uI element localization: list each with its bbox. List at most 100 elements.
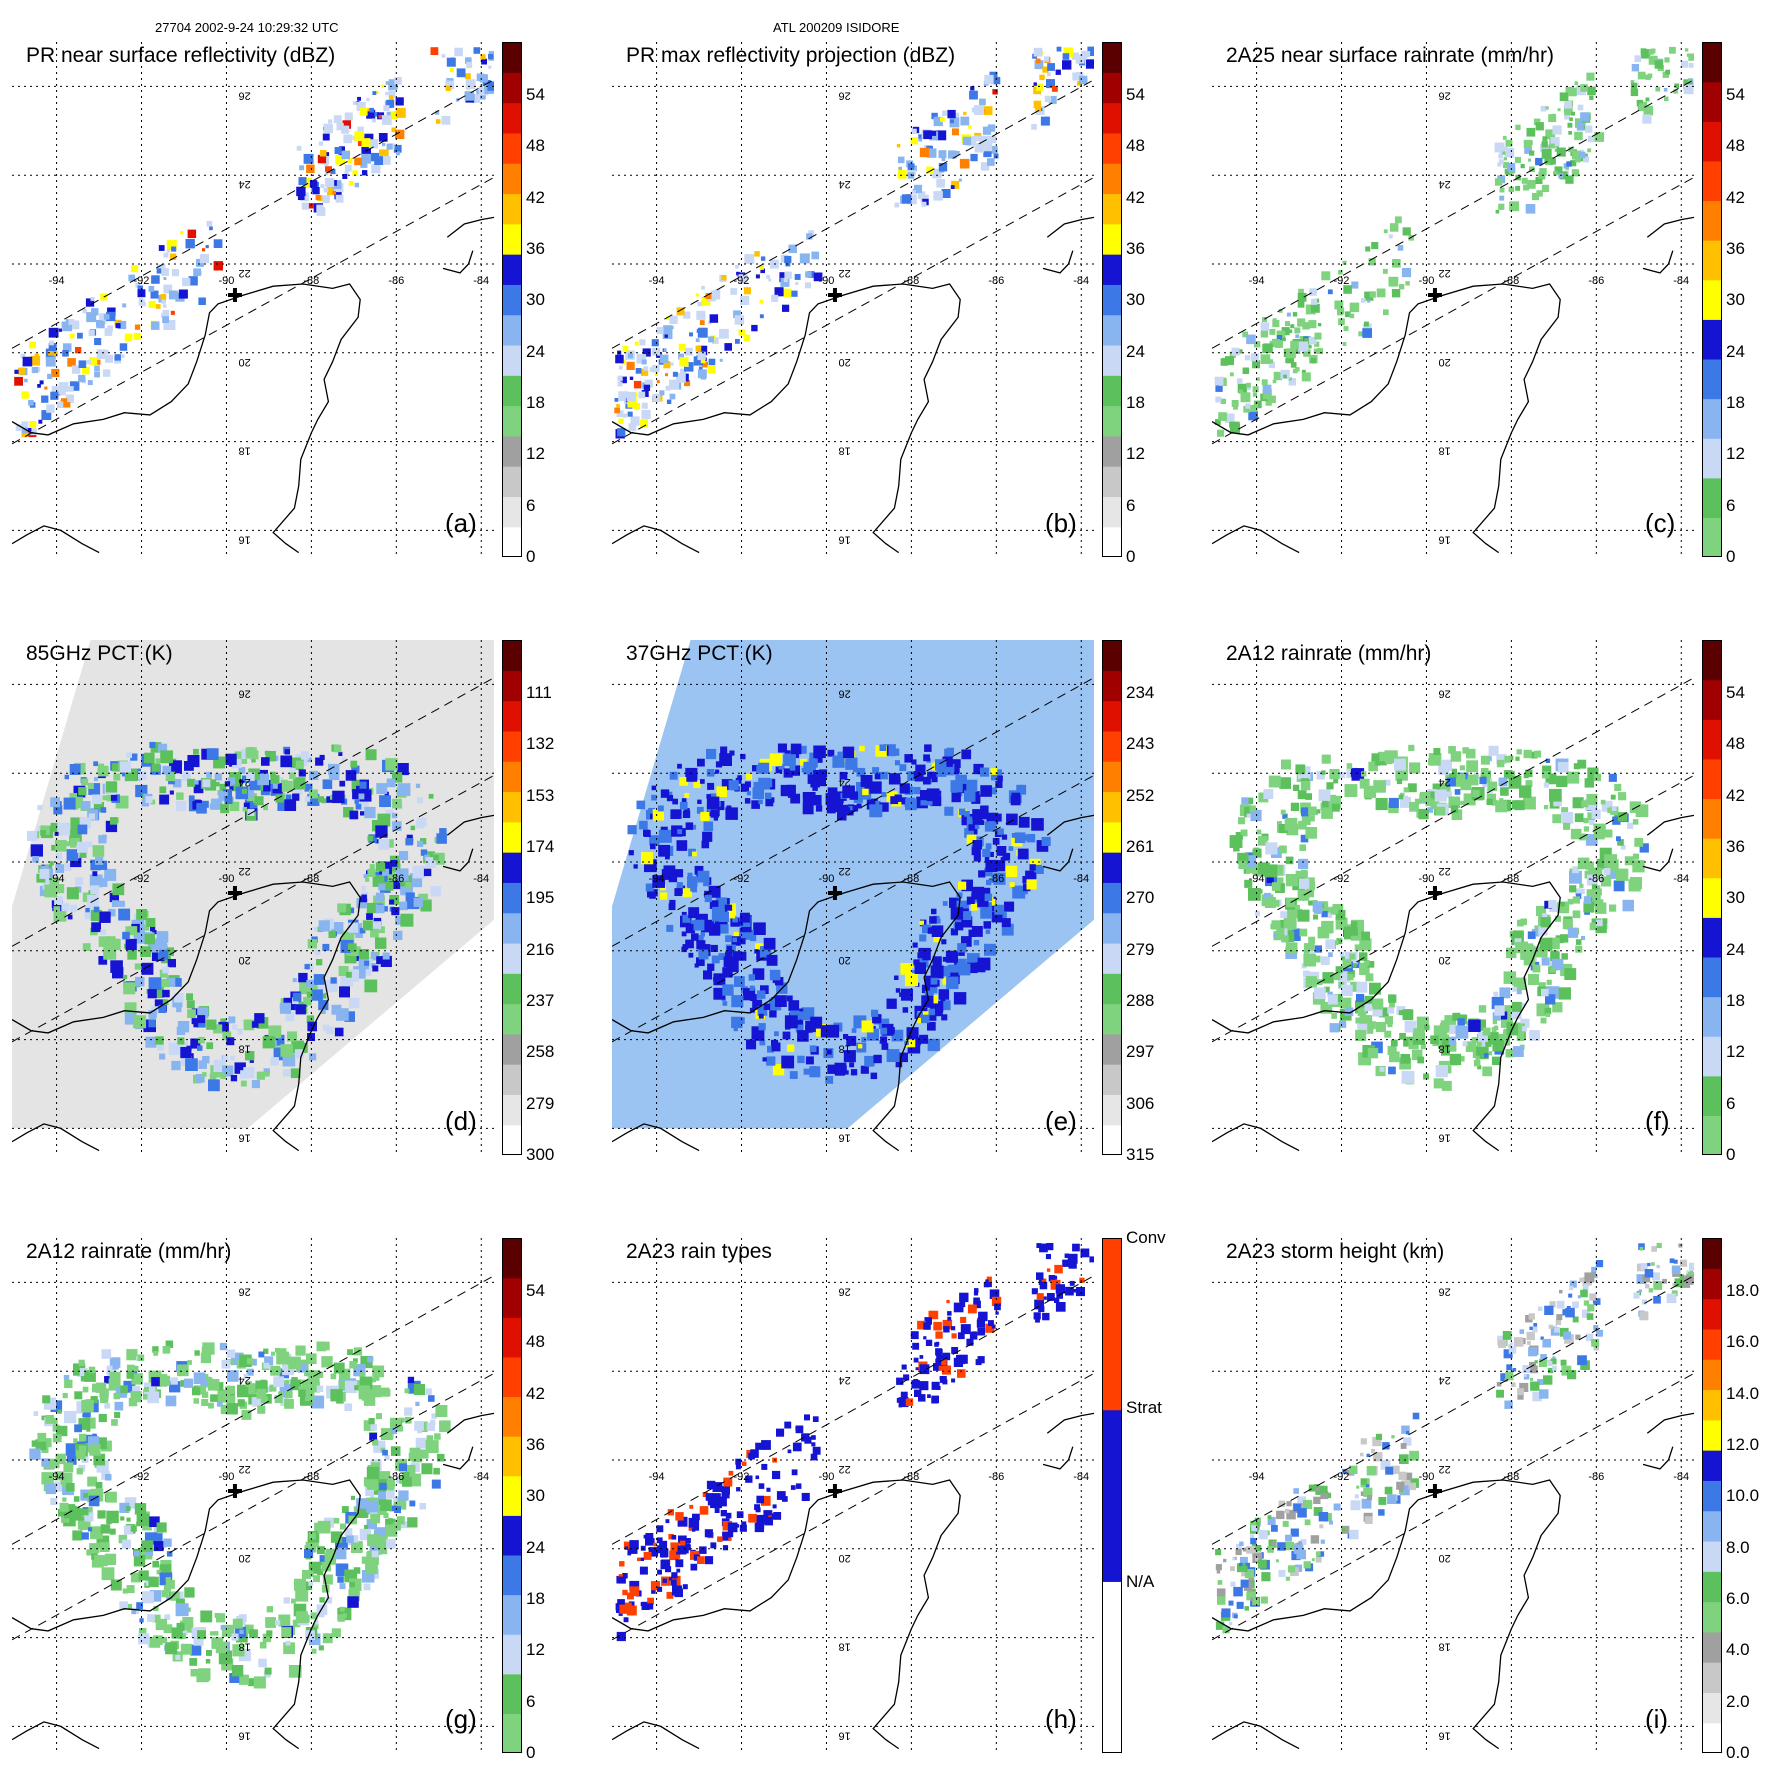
rain-cell: [767, 1045, 774, 1053]
rain-cell: [657, 1569, 662, 1575]
rain-cell: [618, 391, 629, 401]
rain-cell: [1560, 1359, 1567, 1366]
rain-cell: [59, 389, 66, 396]
colorbar-segment: [1102, 42, 1122, 73]
rain-cell: [1534, 750, 1542, 758]
lon-label: -86: [388, 873, 404, 885]
rain-cell: [709, 924, 721, 936]
rain-cell: [1309, 288, 1317, 296]
rain-cell: [1035, 1317, 1040, 1323]
rain-cell: [1072, 1243, 1080, 1252]
lon-label: -86: [1588, 873, 1604, 885]
rain-cell: [1608, 773, 1617, 782]
rain-cell: [914, 962, 927, 974]
rain-cell: [1491, 800, 1498, 806]
rain-cell: [935, 1341, 940, 1346]
rain-cell: [939, 1376, 944, 1380]
rain-cell: [93, 802, 104, 813]
rain-cell: [328, 119, 333, 124]
rain-cell: [1365, 1025, 1374, 1034]
rain-cell: [1552, 125, 1562, 135]
rain-cell: [1579, 888, 1585, 895]
rain-cell: [1056, 46, 1062, 52]
rain-cell: [1522, 945, 1535, 957]
rain-cell: [1568, 131, 1572, 135]
colorbar-tick: 18: [1726, 393, 1745, 413]
rain-cell: [298, 1363, 307, 1373]
rain-cell: [827, 1064, 837, 1074]
rain-cell: [415, 783, 421, 788]
rain-cell: [696, 940, 706, 950]
rain-cell: [140, 946, 151, 957]
rain-cell: [1568, 87, 1577, 97]
colorbar-segment: [1702, 121, 1722, 162]
rain-cell: [360, 811, 365, 816]
rain-cell: [375, 1536, 388, 1549]
rain-cell: [1304, 1519, 1311, 1526]
rain-cell: [303, 996, 312, 1006]
coastline: [1642, 1446, 1674, 1470]
rain-cell: [269, 1384, 277, 1392]
rain-cell: [759, 299, 764, 304]
rain-cell: [1561, 807, 1569, 814]
rain-cell: [1517, 1393, 1524, 1400]
lat-label: 16: [838, 1131, 850, 1143]
rain-cell: [1408, 744, 1415, 751]
rain-cell: [984, 943, 996, 956]
rain-cell: [1082, 54, 1088, 60]
rain-cell: [88, 1495, 100, 1507]
rain-cell: [338, 1380, 348, 1390]
colorbar-tick: 54: [1126, 85, 1145, 105]
rain-cell: [363, 968, 372, 976]
rain-cell: [1400, 1443, 1407, 1449]
coastline: [1646, 216, 1694, 238]
rain-cell: [175, 1598, 185, 1608]
rain-cell: [633, 864, 638, 869]
rain-cell: [1496, 1381, 1502, 1387]
rain-cell: [88, 783, 101, 795]
rain-cell: [165, 1577, 171, 1583]
rain-cell: [1315, 1485, 1325, 1495]
rain-cell: [700, 358, 706, 364]
rain-cell: [991, 769, 1002, 781]
rain-cell: [1395, 768, 1408, 781]
rain-cell: [1488, 745, 1499, 756]
rain-cell: [687, 876, 698, 887]
rain-cell: [978, 870, 986, 878]
rain-cell: [32, 856, 39, 863]
rain-cell: [82, 308, 87, 314]
rain-cell: [754, 251, 760, 257]
rain-cell: [1499, 146, 1508, 155]
rain-cell: [123, 982, 136, 995]
colorbar-tick: 12: [1726, 444, 1745, 464]
rain-cell: [1445, 791, 1453, 798]
rain-cell: [1280, 369, 1290, 380]
rain-cell: [165, 1642, 178, 1655]
lat-label: 16: [1438, 1131, 1450, 1143]
rain-cell: [237, 1384, 250, 1398]
rain-cell: [926, 788, 940, 802]
rain-cell: [731, 1016, 743, 1029]
rain-cell: [1546, 979, 1552, 985]
rain-cell: [133, 332, 141, 340]
rain-cell: [1446, 777, 1456, 787]
rain-cell: [1459, 765, 1465, 771]
rain-cell: [719, 924, 729, 934]
rain-cell: [150, 799, 156, 805]
rain-cell: [1231, 400, 1239, 407]
rain-cell: [112, 883, 125, 896]
rain-cell: [1031, 124, 1037, 130]
colorbar-segment: [502, 1436, 522, 1477]
rain-cell: [1587, 86, 1596, 96]
rain-cell: [1314, 332, 1322, 340]
rain-cell: [1440, 759, 1452, 771]
rain-cell: [301, 751, 310, 760]
rain-cell: [951, 1333, 957, 1339]
rain-cell: [762, 1057, 767, 1062]
rain-cell: [417, 1428, 423, 1434]
storm-center-marker: [1427, 886, 1442, 901]
rain-cell: [1323, 986, 1330, 993]
rain-cell: [1609, 904, 1617, 912]
rain-cell: [947, 1316, 952, 1321]
rain-cell: [1333, 940, 1339, 945]
